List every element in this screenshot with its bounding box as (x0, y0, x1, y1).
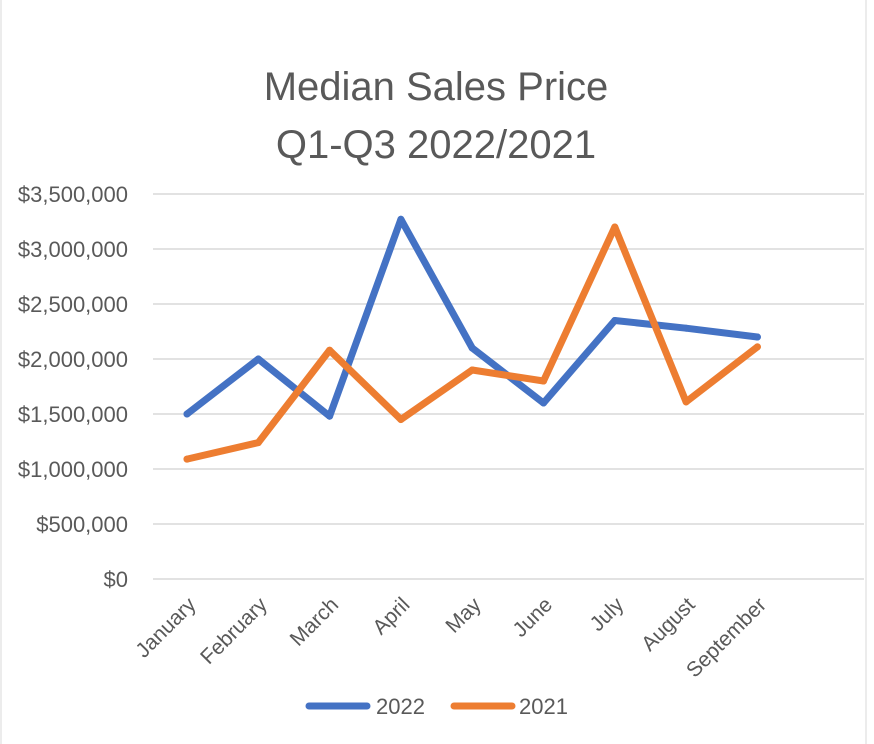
x-tick-label: July (586, 593, 629, 636)
chart-title-line-2: Q1-Q3 2022/2021 (276, 123, 596, 167)
data-point-2021 (682, 398, 690, 406)
gridlines (153, 193, 864, 580)
y-tick-label: $1,500,000 (18, 402, 128, 427)
x-tick-label: February (196, 593, 272, 669)
data-point-2021 (397, 416, 405, 423)
x-tick-label: August (637, 593, 700, 656)
legend-label-2021: 2021 (519, 694, 568, 719)
data-point-2022 (611, 317, 619, 324)
x-tick-label: May (441, 593, 486, 638)
data-point-2022 (540, 399, 547, 407)
chart-title-line-1: Median Sales Price (264, 65, 609, 109)
y-tick-label: $2,000,000 (18, 347, 128, 372)
x-tick-label: March (286, 593, 344, 651)
data-point-2022 (682, 324, 690, 332)
legend: 2022 2021 (305, 694, 568, 719)
data-point-2022 (468, 344, 476, 352)
y-tick-label: $2,500,000 (18, 292, 128, 317)
y-tick-label: $1,000,000 (18, 457, 128, 482)
y-tick-label: $500,000 (36, 512, 128, 537)
data-point-2021 (540, 377, 547, 385)
data-point-2021 (254, 439, 262, 447)
y-tick-label: $3,500,000 (18, 182, 128, 207)
data-point-2022 (753, 333, 761, 341)
x-tick-label: June (509, 593, 557, 641)
x-tick-label: April (368, 593, 414, 639)
y-tick-label: $3,000,000 (18, 237, 128, 262)
data-point-2021 (183, 455, 191, 463)
x-tick-label: January (131, 593, 200, 662)
data-point-2022 (254, 355, 262, 363)
data-point-2022 (183, 410, 191, 418)
series-lines (183, 215, 761, 463)
y-tick-label: $0 (104, 567, 128, 592)
data-point-2022 (397, 215, 405, 223)
data-point-2021 (326, 346, 334, 354)
data-point-2021 (753, 343, 761, 351)
data-point-2022 (326, 412, 334, 420)
data-point-2021 (611, 223, 619, 231)
legend-label-2022: 2022 (376, 694, 425, 719)
data-point-2021 (468, 366, 476, 374)
y-axis-ticks: $0 $500,000 $1,000,000 $1,500,000 $2,000,000… (18, 182, 128, 592)
